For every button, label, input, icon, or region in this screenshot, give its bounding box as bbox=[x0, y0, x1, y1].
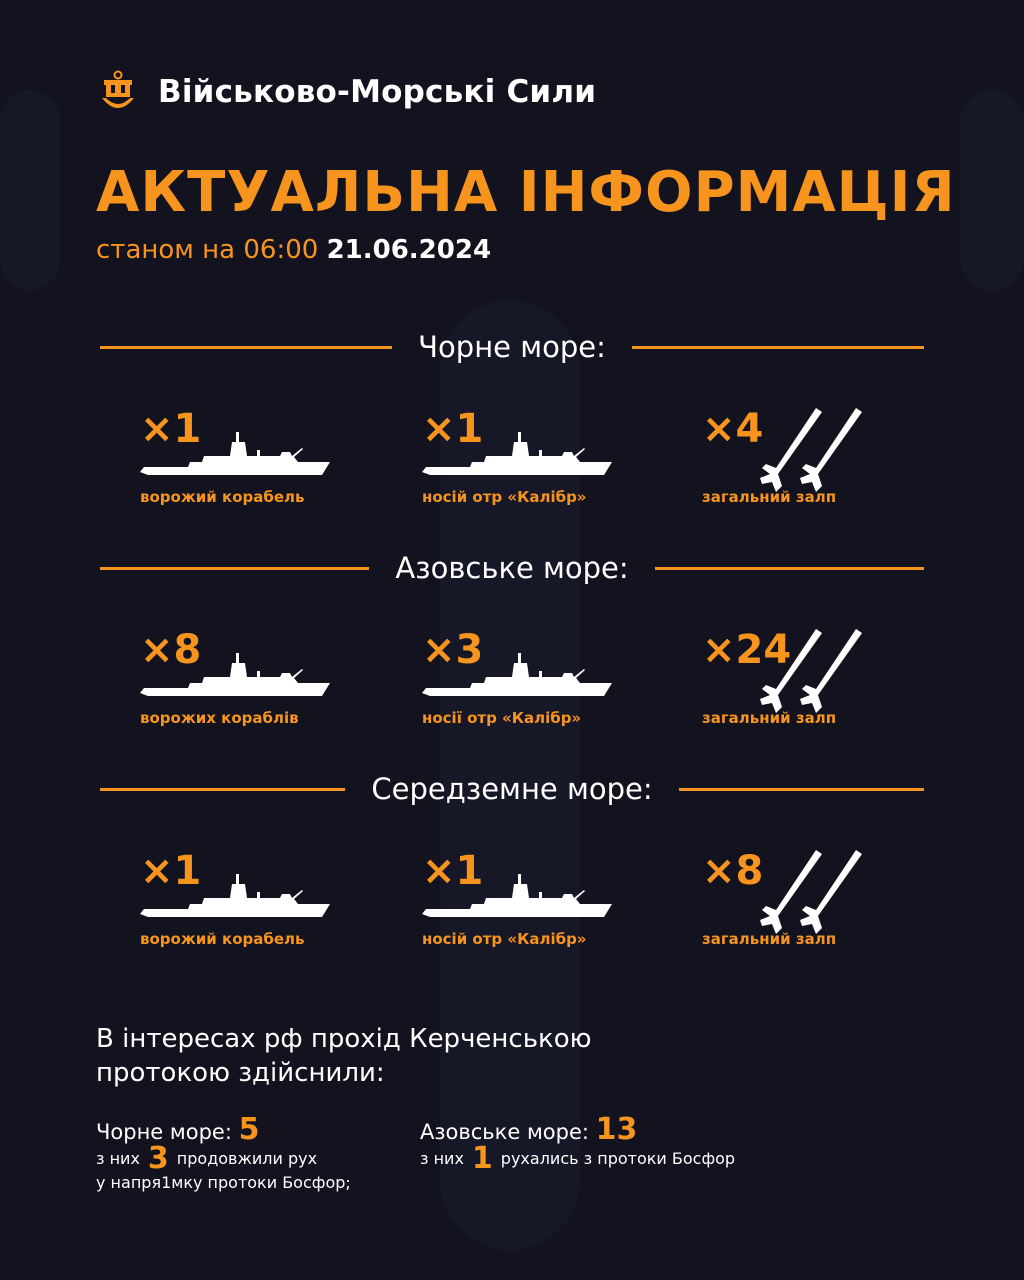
trident-anchor-icon bbox=[102, 70, 134, 108]
sub-prefix: з них bbox=[420, 1149, 464, 1168]
item-count: ×4 bbox=[702, 406, 764, 452]
divider bbox=[654, 566, 925, 570]
stat-value: 5 bbox=[238, 1112, 260, 1147]
brand-name: Військово-Морські Сили bbox=[158, 74, 597, 110]
item-count: ×24 bbox=[702, 627, 792, 673]
page-title: АКТУАЛЬНА ІНФОРМАЦІЯ bbox=[96, 160, 956, 225]
transit-black-sea: Чорне море: 5 з них 3 продовжили рух у нап… bbox=[96, 1112, 351, 1195]
item-caption: носії отр «Калібр» bbox=[422, 709, 582, 727]
divider bbox=[100, 345, 393, 349]
background-decoration bbox=[0, 90, 60, 290]
stat-item: ×1 носій отр «Калібр» bbox=[422, 848, 642, 958]
stat-label: Азовське море: bbox=[420, 1120, 589, 1144]
section-header: Чорне море: bbox=[100, 330, 925, 364]
missiles-icon bbox=[760, 850, 862, 934]
stat-label: Чорне море: bbox=[96, 1120, 232, 1144]
ship-icon bbox=[140, 432, 330, 475]
transit-heading: В інтересах рф прохід Керченською проток… bbox=[96, 1022, 592, 1090]
item-count: ×3 bbox=[422, 627, 484, 673]
transit-heading-line: протокою здійснили: bbox=[96, 1058, 385, 1088]
sub-prefix: з них bbox=[96, 1149, 140, 1168]
stat-item: ×8 загальний залп bbox=[702, 848, 922, 958]
section-title: Середземне море: bbox=[371, 772, 653, 806]
subtitle-prefix: станом на 06:00 bbox=[96, 235, 319, 265]
item-count: ×1 bbox=[422, 848, 484, 894]
report-date: 21.06.2024 bbox=[326, 235, 492, 265]
sub-value: 3 bbox=[147, 1141, 169, 1176]
sub-value: 1 bbox=[471, 1141, 493, 1176]
divider bbox=[678, 787, 925, 791]
item-count: ×1 bbox=[140, 848, 202, 894]
item-caption: загальний залп bbox=[702, 488, 837, 506]
ship-icon bbox=[422, 874, 612, 917]
item-count: ×8 bbox=[702, 848, 764, 894]
background-decoration bbox=[960, 90, 1024, 290]
ship-icon bbox=[422, 653, 612, 696]
section-header: Середземне море: bbox=[100, 772, 925, 806]
brand-header: Військово-Морські Сили bbox=[100, 70, 596, 114]
item-caption: носій отр «Калібр» bbox=[422, 488, 587, 506]
stat-item: ×1 носій отр «Калібр» bbox=[422, 406, 642, 516]
item-caption: загальний залп bbox=[702, 709, 837, 727]
item-caption: загальний залп bbox=[702, 930, 837, 948]
ship-icon bbox=[140, 874, 330, 917]
item-caption: ворожих кораблів bbox=[140, 709, 299, 727]
ship-icon bbox=[140, 653, 330, 696]
section-title: Чорне море: bbox=[418, 330, 606, 364]
transit-azov-sea: Азовське море: 13 з них 1 рухались з прото… bbox=[420, 1112, 736, 1174]
stat-item: ×1 ворожий корабель bbox=[140, 406, 360, 516]
ship-icon bbox=[422, 432, 612, 475]
missiles-icon bbox=[760, 408, 862, 492]
divider bbox=[100, 787, 346, 791]
stat-item: ×24 загальний залп bbox=[702, 627, 922, 737]
missiles-icon bbox=[760, 629, 862, 713]
item-count: ×1 bbox=[140, 406, 202, 452]
item-caption: носій отр «Калібр» bbox=[422, 930, 587, 948]
divider bbox=[631, 345, 925, 349]
transit-heading-line: В інтересах рф прохід Керченською bbox=[96, 1024, 592, 1054]
sub-suffix: продовжили рух bbox=[176, 1149, 318, 1168]
item-caption: ворожий корабель bbox=[140, 930, 305, 948]
section-header: Азовське море: bbox=[100, 551, 925, 585]
item-count: ×8 bbox=[140, 627, 202, 673]
stat-item: ×8 ворожих кораблів bbox=[140, 627, 360, 737]
stat-item: ×3 носії отр «Калібр» bbox=[422, 627, 642, 737]
sub-line: у напря1мку протоки Босфор; bbox=[96, 1173, 351, 1192]
divider bbox=[100, 566, 370, 570]
stat-item: ×4 загальний залп bbox=[702, 406, 922, 516]
item-count: ×1 bbox=[422, 406, 484, 452]
stat-value: 13 bbox=[595, 1112, 638, 1147]
item-caption: ворожий корабель bbox=[140, 488, 305, 506]
sub-suffix: рухались з протоки Босфор bbox=[500, 1149, 736, 1168]
page-subtitle: станом на 06:00 21.06.2024 bbox=[96, 235, 491, 265]
section-title: Азовське море: bbox=[395, 551, 629, 585]
stat-item: ×1 ворожий корабель bbox=[140, 848, 360, 958]
